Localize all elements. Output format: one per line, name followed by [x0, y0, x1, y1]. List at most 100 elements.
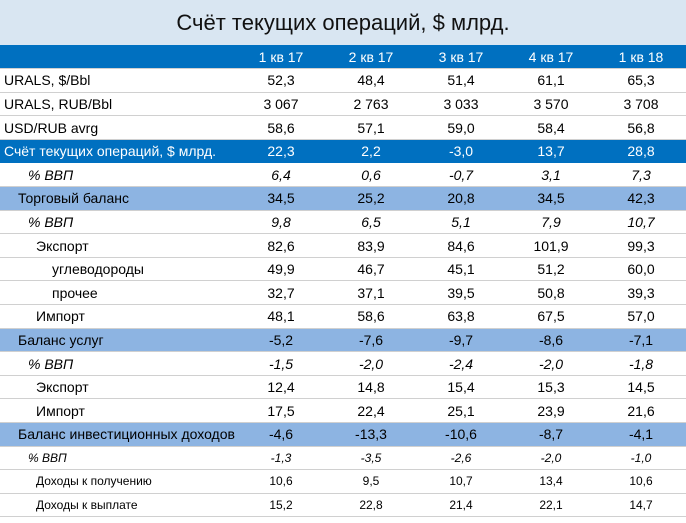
value-cell: 67,5 — [506, 304, 596, 329]
value-cell: -1,0 — [596, 446, 686, 471]
table-row: % ВВП 9,8 6,5 5,1 7,9 10,7 — [0, 210, 686, 235]
value-cell: 22,4 — [326, 398, 416, 423]
row-label: Экспорт — [0, 233, 236, 258]
value-cell: 25,1 — [416, 398, 506, 423]
value-cell: 14,8 — [326, 375, 416, 400]
row-label: Счёт текущих операций, $ млрд. — [0, 139, 236, 164]
value-cell: 63,8 — [416, 304, 506, 329]
value-cell: 25,2 — [326, 186, 416, 211]
value-cell: 51,4 — [416, 68, 506, 93]
table-row: Доходы к получению 10,6 9,5 10,7 13,4 10,6 — [0, 469, 686, 494]
value-cell: 48,1 — [236, 304, 326, 329]
value-cell: 59,0 — [416, 115, 506, 140]
value-cell: 50,8 — [506, 280, 596, 306]
value-cell: -8,7 — [506, 422, 596, 447]
value-cell: 14,5 — [596, 375, 686, 400]
value-cell: 57,1 — [326, 115, 416, 140]
table-body: URALS, $/Bbl 52,3 48,4 51,4 61,1 65,3 URALS, R… — [0, 68, 686, 518]
value-cell: 34,5 — [506, 186, 596, 211]
column-header: 1 кв 17 — [236, 45, 326, 70]
row-label: % ВВП — [0, 446, 236, 471]
value-cell: 3 570 — [506, 92, 596, 117]
row-label: Баланс услуг — [0, 328, 236, 353]
value-cell: 84,6 — [416, 233, 506, 258]
value-cell: 101,9 — [506, 233, 596, 258]
value-cell: 10,6 — [596, 469, 686, 494]
value-cell: -1,8 — [596, 351, 686, 376]
value-cell: 12,4 — [236, 375, 326, 400]
value-cell: 13,7 — [506, 139, 596, 164]
value-cell: 3 067 — [236, 92, 326, 117]
column-header: 3 кв 17 — [416, 45, 506, 70]
table-row: Экспорт 82,6 83,9 84,6 101,9 99,3 — [0, 233, 686, 258]
table-row: Экспорт 12,4 14,8 15,4 15,3 14,5 — [0, 375, 686, 400]
table-row: % ВВП 6,4 0,6 -0,7 3,1 7,3 — [0, 162, 686, 188]
table-row: Баланс услуг -5,2 -7,6 -9,7 -8,6 -7,1 — [0, 328, 686, 353]
value-cell: 46,7 — [326, 257, 416, 282]
value-cell: -3,0 — [416, 139, 506, 164]
value-cell: 7,9 — [506, 210, 596, 235]
value-cell: -5,2 — [236, 328, 326, 353]
value-cell: 34,5 — [236, 186, 326, 211]
value-cell: 5,1 — [416, 210, 506, 235]
value-cell: 99,3 — [596, 233, 686, 258]
row-label: % ВВП — [0, 162, 236, 188]
value-cell: 58,6 — [326, 304, 416, 329]
value-cell: 15,3 — [506, 375, 596, 400]
value-cell: 61,1 — [506, 68, 596, 93]
value-cell: -10,6 — [416, 422, 506, 447]
value-cell: 49,9 — [236, 257, 326, 282]
table-row: % ВВП -1,3 -3,5 -2,6 -2,0 -1,0 — [0, 446, 686, 471]
value-cell: 28,8 — [596, 139, 686, 164]
row-label: USD/RUB avrg — [0, 115, 236, 140]
value-cell: 15,2 — [236, 493, 326, 518]
column-header: 4 кв 17 — [506, 45, 596, 70]
table-title: Счёт текущих операций, $ млрд. — [0, 0, 686, 45]
row-label: Импорт — [0, 304, 236, 329]
value-cell: 10,7 — [416, 469, 506, 494]
value-cell: 51,2 — [506, 257, 596, 282]
row-label: URALS, $/Bbl — [0, 68, 236, 93]
row-label: Баланс инвестиционных доходов — [0, 422, 236, 447]
value-cell: 57,0 — [596, 304, 686, 329]
value-cell: 17,5 — [236, 398, 326, 423]
value-cell: -8,6 — [506, 328, 596, 353]
value-cell: 48,4 — [326, 68, 416, 93]
value-cell: 7,3 — [596, 162, 686, 188]
value-cell: 10,6 — [236, 469, 326, 494]
value-cell: -2,0 — [506, 446, 596, 471]
value-cell: 22,1 — [506, 493, 596, 518]
table-row: прочее 32,7 37,1 39,5 50,8 39,3 — [0, 280, 686, 306]
value-cell: 37,1 — [326, 280, 416, 306]
value-cell: -4,6 — [236, 422, 326, 447]
row-label: % ВВП — [0, 210, 236, 235]
value-cell: 21,4 — [416, 493, 506, 518]
table-row: Импорт 48,1 58,6 63,8 67,5 57,0 — [0, 304, 686, 329]
value-cell: -2,6 — [416, 446, 506, 471]
table-row: углеводороды 49,9 46,7 45,1 51,2 60,0 — [0, 257, 686, 282]
value-cell: 60,0 — [596, 257, 686, 282]
row-label: Экспорт — [0, 375, 236, 400]
value-cell: -7,1 — [596, 328, 686, 353]
value-cell: 45,1 — [416, 257, 506, 282]
row-label: Доходы к выплате — [0, 493, 236, 518]
value-cell: -3,5 — [326, 446, 416, 471]
row-label: Импорт — [0, 398, 236, 423]
value-cell: 2 763 — [326, 92, 416, 117]
value-cell: 15,4 — [416, 375, 506, 400]
row-label: Торговый баланс — [0, 186, 236, 211]
value-cell: -1,3 — [236, 446, 326, 471]
table-row: USD/RUB avrg 58,6 57,1 59,0 58,4 56,8 — [0, 115, 686, 140]
header-corner-cell — [0, 45, 236, 70]
value-cell: 65,3 — [596, 68, 686, 93]
current-account-table: 1 кв 17 2 кв 17 3 кв 17 4 кв 17 1 кв 18 … — [0, 45, 686, 518]
value-cell: 58,6 — [236, 115, 326, 140]
value-cell: -4,1 — [596, 422, 686, 447]
value-cell: 10,7 — [596, 210, 686, 235]
table-row: Торговый баланс 34,5 25,2 20,8 34,5 42,3 — [0, 186, 686, 211]
value-cell: -2,0 — [326, 351, 416, 376]
table-row: Счёт текущих операций, $ млрд. 22,3 2,2 -3,… — [0, 139, 686, 164]
value-cell: -13,3 — [326, 422, 416, 447]
value-cell: 6,4 — [236, 162, 326, 188]
value-cell: 3 708 — [596, 92, 686, 117]
